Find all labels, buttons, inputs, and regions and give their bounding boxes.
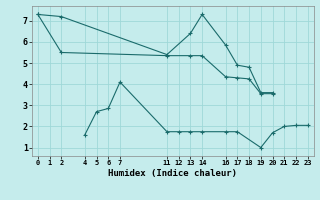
X-axis label: Humidex (Indice chaleur): Humidex (Indice chaleur) xyxy=(108,169,237,178)
